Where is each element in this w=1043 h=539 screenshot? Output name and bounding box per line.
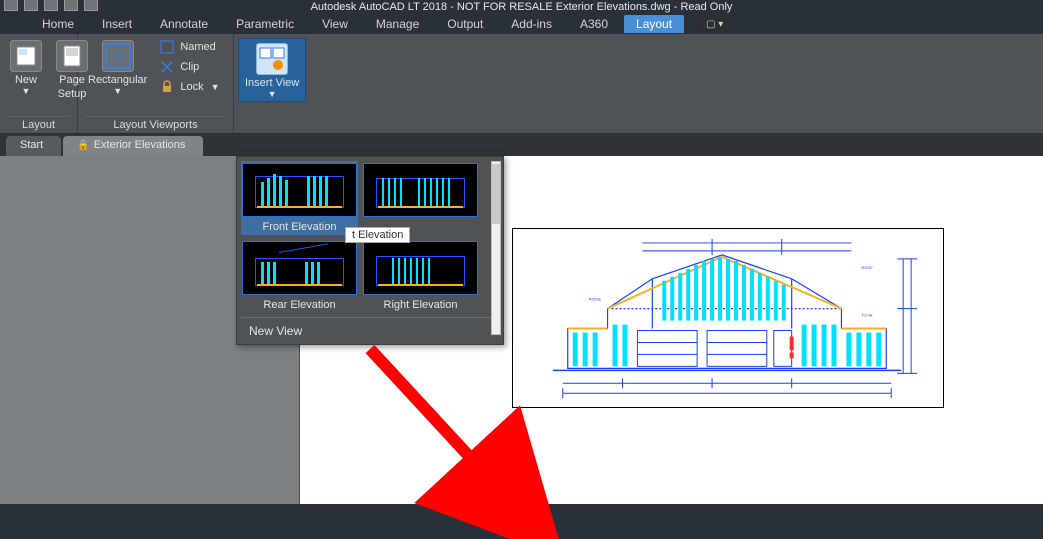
- clip-icon: [159, 59, 175, 75]
- named-label: Named: [180, 41, 215, 53]
- gallery-label-front: Front Elevation: [263, 221, 337, 233]
- qat-icon[interactable]: [24, 0, 38, 11]
- qat-icon[interactable]: [44, 0, 58, 11]
- doc-tab-exterior-label: Exterior Elevations: [94, 139, 186, 151]
- insert-view-icon: [256, 43, 288, 75]
- lock-label: Lock: [180, 81, 203, 93]
- panel-viewports-title: Layout Viewports: [84, 116, 227, 133]
- quick-access-toolbar: [4, 0, 98, 11]
- doc-tab-exterior[interactable]: 🔒 Exterior Elevations: [63, 136, 203, 156]
- rectangular-icon: [102, 40, 134, 72]
- app-switcher[interactable]: ▢ ▾: [696, 18, 733, 31]
- tab-home[interactable]: Home: [30, 15, 86, 33]
- named-icon: [159, 39, 175, 55]
- thumbnail-rear: [242, 241, 357, 295]
- insert-view-gallery: Front Elevation: [236, 156, 504, 345]
- dropdown-caret-icon: ▼: [22, 88, 31, 94]
- tab-manage[interactable]: Manage: [364, 15, 431, 33]
- gallery-label-right: Right Elevation: [384, 299, 458, 311]
- viewports-small-buttons: Named Clip Lock ▼: [157, 38, 221, 96]
- svg-text:RIDGE: RIDGE: [589, 297, 602, 302]
- gallery-label-rear: Rear Elevation: [263, 299, 335, 311]
- dropdown-caret-icon: ▼: [268, 91, 277, 97]
- dropdown-caret-icon: ▼: [113, 88, 122, 94]
- panel-viewports: Rectangular ▼ Named Clip Lock ▼ Lay: [78, 34, 234, 133]
- tab-layout[interactable]: Layout: [624, 15, 684, 33]
- lock-icon: [159, 79, 175, 95]
- tab-view[interactable]: View: [310, 15, 360, 33]
- document-tabs: Start 🔒 Exterior Elevations: [0, 134, 1043, 156]
- tooltip: t Elevation: [345, 227, 410, 243]
- lock-viewport-button[interactable]: Lock ▼: [157, 78, 221, 96]
- tab-a360[interactable]: A360: [568, 15, 620, 33]
- doc-tab-start[interactable]: Start: [6, 136, 61, 156]
- ribbon-tabs: Home Insert Annotate Parametric View Man…: [0, 14, 1043, 34]
- gallery-item-front[interactable]: Front Elevation: [241, 161, 358, 235]
- viewport-frame[interactable]: ROOF T.O.W RIDGE: [512, 228, 944, 408]
- thumbnail-left: [363, 163, 478, 217]
- clip-viewport-button[interactable]: Clip: [157, 58, 221, 76]
- qat-icon[interactable]: [4, 0, 18, 11]
- tab-addins[interactable]: Add-ins: [499, 15, 564, 33]
- gallery-item-left[interactable]: evation: [362, 161, 479, 235]
- gallery-item-right[interactable]: Right Elevation: [362, 239, 479, 313]
- panel-insert-view: Insert View ▼: [234, 34, 306, 133]
- qat-icon[interactable]: [84, 0, 98, 11]
- gallery-new-view[interactable]: New View: [237, 318, 503, 344]
- panel-layout-title: Layout: [6, 116, 71, 133]
- svg-text:T.O.W: T.O.W: [861, 313, 872, 318]
- new-layout-button[interactable]: New ▼: [6, 38, 46, 96]
- panel-layout: New ▼ Page Setup Layout: [0, 34, 78, 133]
- clip-label: Clip: [180, 61, 199, 73]
- thumbnail-right: [363, 241, 478, 295]
- dropdown-caret-icon: ▼: [211, 82, 220, 92]
- window-title: Autodesk AutoCAD LT 2018 - NOT FOR RESAL…: [0, 0, 1043, 14]
- lock-icon: 🔒: [77, 140, 89, 151]
- tab-parametric[interactable]: Parametric: [224, 15, 306, 33]
- qat-icon[interactable]: [64, 0, 78, 11]
- thumbnail-front: [242, 163, 357, 217]
- gallery-scrollbar[interactable]: [491, 161, 501, 335]
- rectangular-viewport-button[interactable]: Rectangular ▼: [84, 38, 151, 96]
- new-layout-icon: [10, 40, 42, 72]
- svg-text:ROOF: ROOF: [861, 265, 873, 270]
- named-viewports-button[interactable]: Named: [157, 38, 221, 56]
- tab-annotate[interactable]: Annotate: [148, 15, 220, 33]
- drawing-front-elevation: ROOF T.O.W RIDGE: [513, 229, 943, 408]
- tab-insert[interactable]: Insert: [90, 15, 144, 33]
- insert-view-label: Insert View: [245, 77, 299, 89]
- rectangular-label: Rectangular: [88, 74, 147, 86]
- new-layout-label: New: [15, 74, 37, 86]
- gallery-item-rear[interactable]: Rear Elevation: [241, 239, 358, 313]
- gallery-grid: Front Elevation: [237, 157, 503, 317]
- scrollbar-thumb[interactable]: [492, 164, 500, 224]
- insert-view-button[interactable]: Insert View ▼: [238, 38, 306, 102]
- ribbon: New ▼ Page Setup Layout Rectangular ▼: [0, 34, 1043, 134]
- main-area: Front Elevation: [0, 156, 1043, 504]
- tab-output[interactable]: Output: [435, 15, 495, 33]
